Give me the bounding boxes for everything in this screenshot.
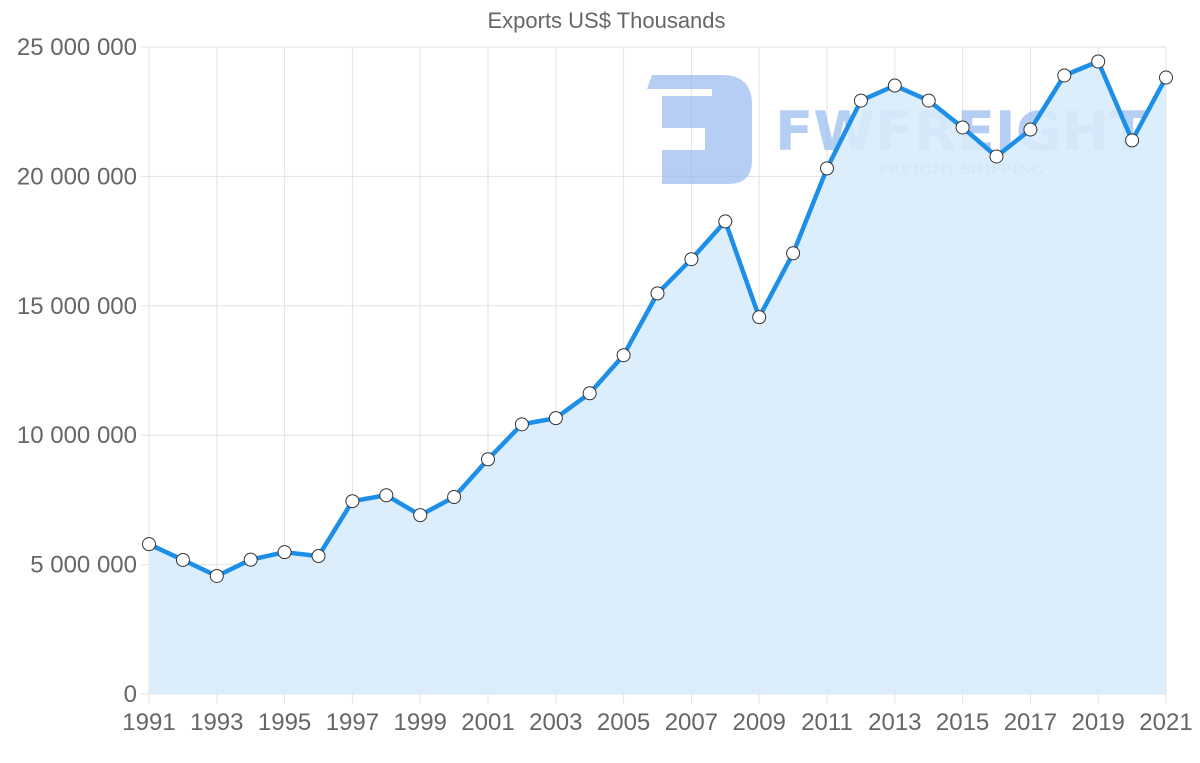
x-tick-label: 1995 (258, 709, 311, 736)
data-point-1997 (345, 494, 360, 509)
data-point-2012 (853, 93, 868, 108)
data-point-2002 (514, 417, 529, 432)
x-tick-label: 2003 (529, 709, 582, 736)
fwfreight-logo-icon (647, 75, 752, 184)
data-point-2009 (752, 310, 767, 325)
x-axis-ticks: 1991 1993 1995 1997 1999 2001 2003 2005 2007 2009… (122, 709, 1192, 736)
data-point-2020 (1125, 133, 1140, 148)
x-tick-label: 2009 (733, 709, 786, 736)
data-point-1998 (379, 488, 394, 503)
data-point-1999 (413, 508, 428, 523)
y-tick-label: 15 000 000 (17, 293, 137, 320)
x-tick-label: 2011 (801, 709, 853, 736)
data-point-2007 (684, 252, 699, 267)
data-point-2005 (616, 348, 631, 363)
data-point-2015 (955, 120, 970, 135)
data-point-2011 (820, 161, 834, 176)
y-tick-label: 25 000 000 (17, 34, 137, 61)
x-tick-label: 2021 (1139, 709, 1192, 736)
y-tick-label: 0 (124, 681, 137, 708)
data-point-1993 (209, 568, 224, 583)
data-point-2008 (718, 214, 733, 229)
x-tick-label: 1991 (122, 709, 175, 736)
data-point-1994 (243, 552, 258, 567)
data-point-2004 (582, 386, 597, 401)
data-point-1992 (175, 552, 190, 567)
x-tick-label: 1993 (190, 709, 243, 736)
data-point-2017 (1023, 122, 1038, 137)
y-tick-label: 20 000 000 (17, 163, 137, 190)
y-tick-label: 10 000 000 (17, 422, 137, 449)
data-points (142, 54, 1173, 583)
y-axis-ticks: 0 5 000 000 10 000 000 15 000 000 20 000 000… (17, 34, 137, 708)
data-point-2016 (989, 149, 1004, 164)
data-point-2006 (650, 286, 665, 301)
data-point-2003 (548, 411, 563, 426)
x-tick-label: 2001 (461, 709, 514, 736)
data-point-2019 (1091, 54, 1106, 69)
y-tick-label: 5 000 000 (30, 552, 137, 579)
area-fill (149, 61, 1166, 694)
data-point-1996 (311, 549, 326, 564)
x-tick-label: 2015 (936, 709, 989, 736)
x-tick-label: 2007 (665, 709, 718, 736)
x-tick-label: 2017 (1004, 709, 1057, 736)
x-tick-label: 2013 (868, 709, 921, 736)
data-point-2010 (786, 246, 801, 261)
data-point-2021 (1159, 70, 1173, 85)
chart-title: Exports US$ Thousands (487, 8, 726, 33)
data-point-2001 (481, 452, 495, 467)
x-tick-label: 1997 (326, 709, 379, 736)
x-tick-label: 2005 (597, 709, 650, 736)
data-point-2014 (921, 93, 936, 108)
data-point-1991 (142, 537, 156, 552)
data-point-1995 (277, 545, 292, 560)
data-point-2018 (1057, 68, 1072, 83)
x-tick-label: 1999 (394, 709, 447, 736)
data-point-2000 (447, 490, 462, 505)
data-point-2013 (887, 78, 902, 93)
x-tick-label: 2019 (1072, 709, 1125, 736)
